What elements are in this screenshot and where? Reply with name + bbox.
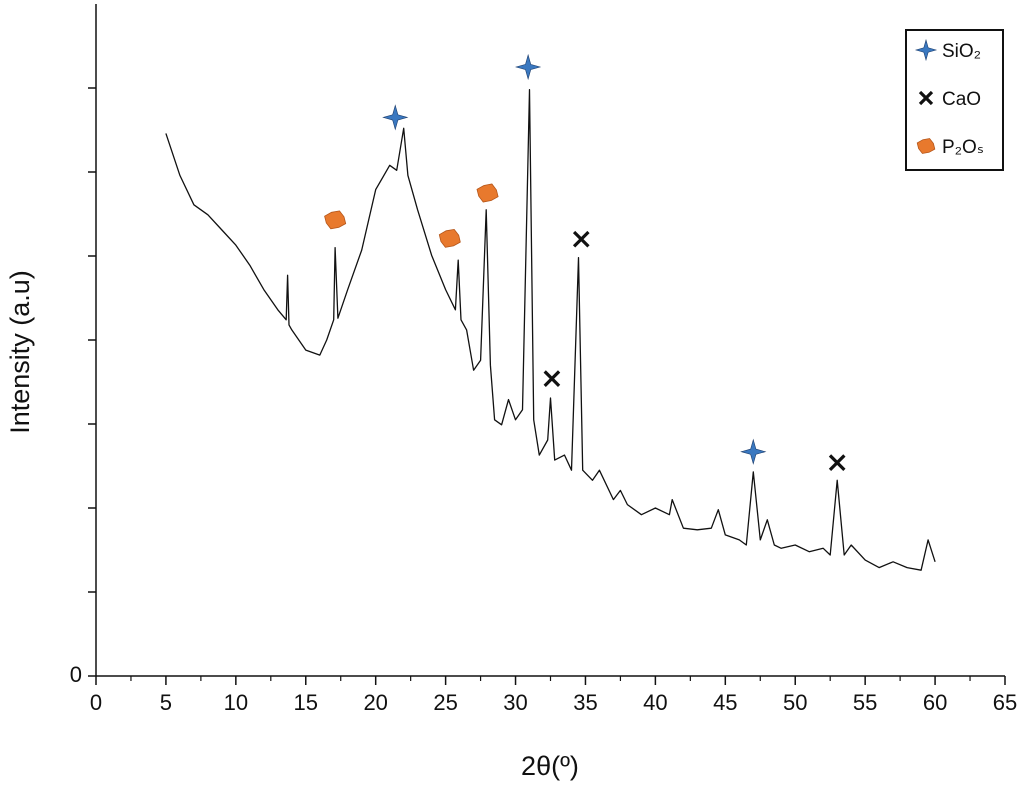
marker-cross (572, 230, 590, 248)
x-tick-label: 60 (923, 690, 947, 715)
x-tick-label: 55 (853, 690, 877, 715)
x-tick-label: 10 (224, 690, 248, 715)
x-tick-label: 45 (713, 690, 737, 715)
x-tick-label: 65 (993, 690, 1017, 715)
x-tick-label: 15 (294, 690, 318, 715)
x-tick-label: 50 (783, 690, 807, 715)
data-line (165, 89, 936, 571)
marker-octagon (916, 138, 936, 154)
x-axis-title: 2θ(º) (521, 751, 579, 781)
x-tick-label: 20 (363, 690, 387, 715)
x-tick-label: 5 (160, 690, 172, 715)
marker-octagon (324, 210, 347, 230)
marker-star (914, 38, 938, 62)
x-tick-label: 35 (573, 690, 597, 715)
marker-cross (918, 90, 934, 106)
marker-star (382, 104, 409, 131)
marker-cross (543, 370, 561, 387)
x-tick-label: 30 (503, 690, 527, 715)
marker-octagon (476, 183, 499, 203)
marker-octagon (438, 228, 461, 248)
legend-label: P₂Oₛ (942, 137, 984, 158)
marker-star (515, 53, 542, 81)
marker-star (740, 438, 767, 465)
x-tick-label: 25 (433, 690, 457, 715)
marker-cross (828, 454, 846, 471)
x-tick-label: 0 (90, 690, 102, 715)
x-tick-label: 40 (643, 690, 667, 715)
y-tick-label: 0 (70, 662, 82, 687)
y-axis-title: Intensity (a.u) (5, 270, 35, 434)
legend-label: CaO (942, 89, 981, 110)
legend-label: SiO₂ (942, 41, 981, 62)
